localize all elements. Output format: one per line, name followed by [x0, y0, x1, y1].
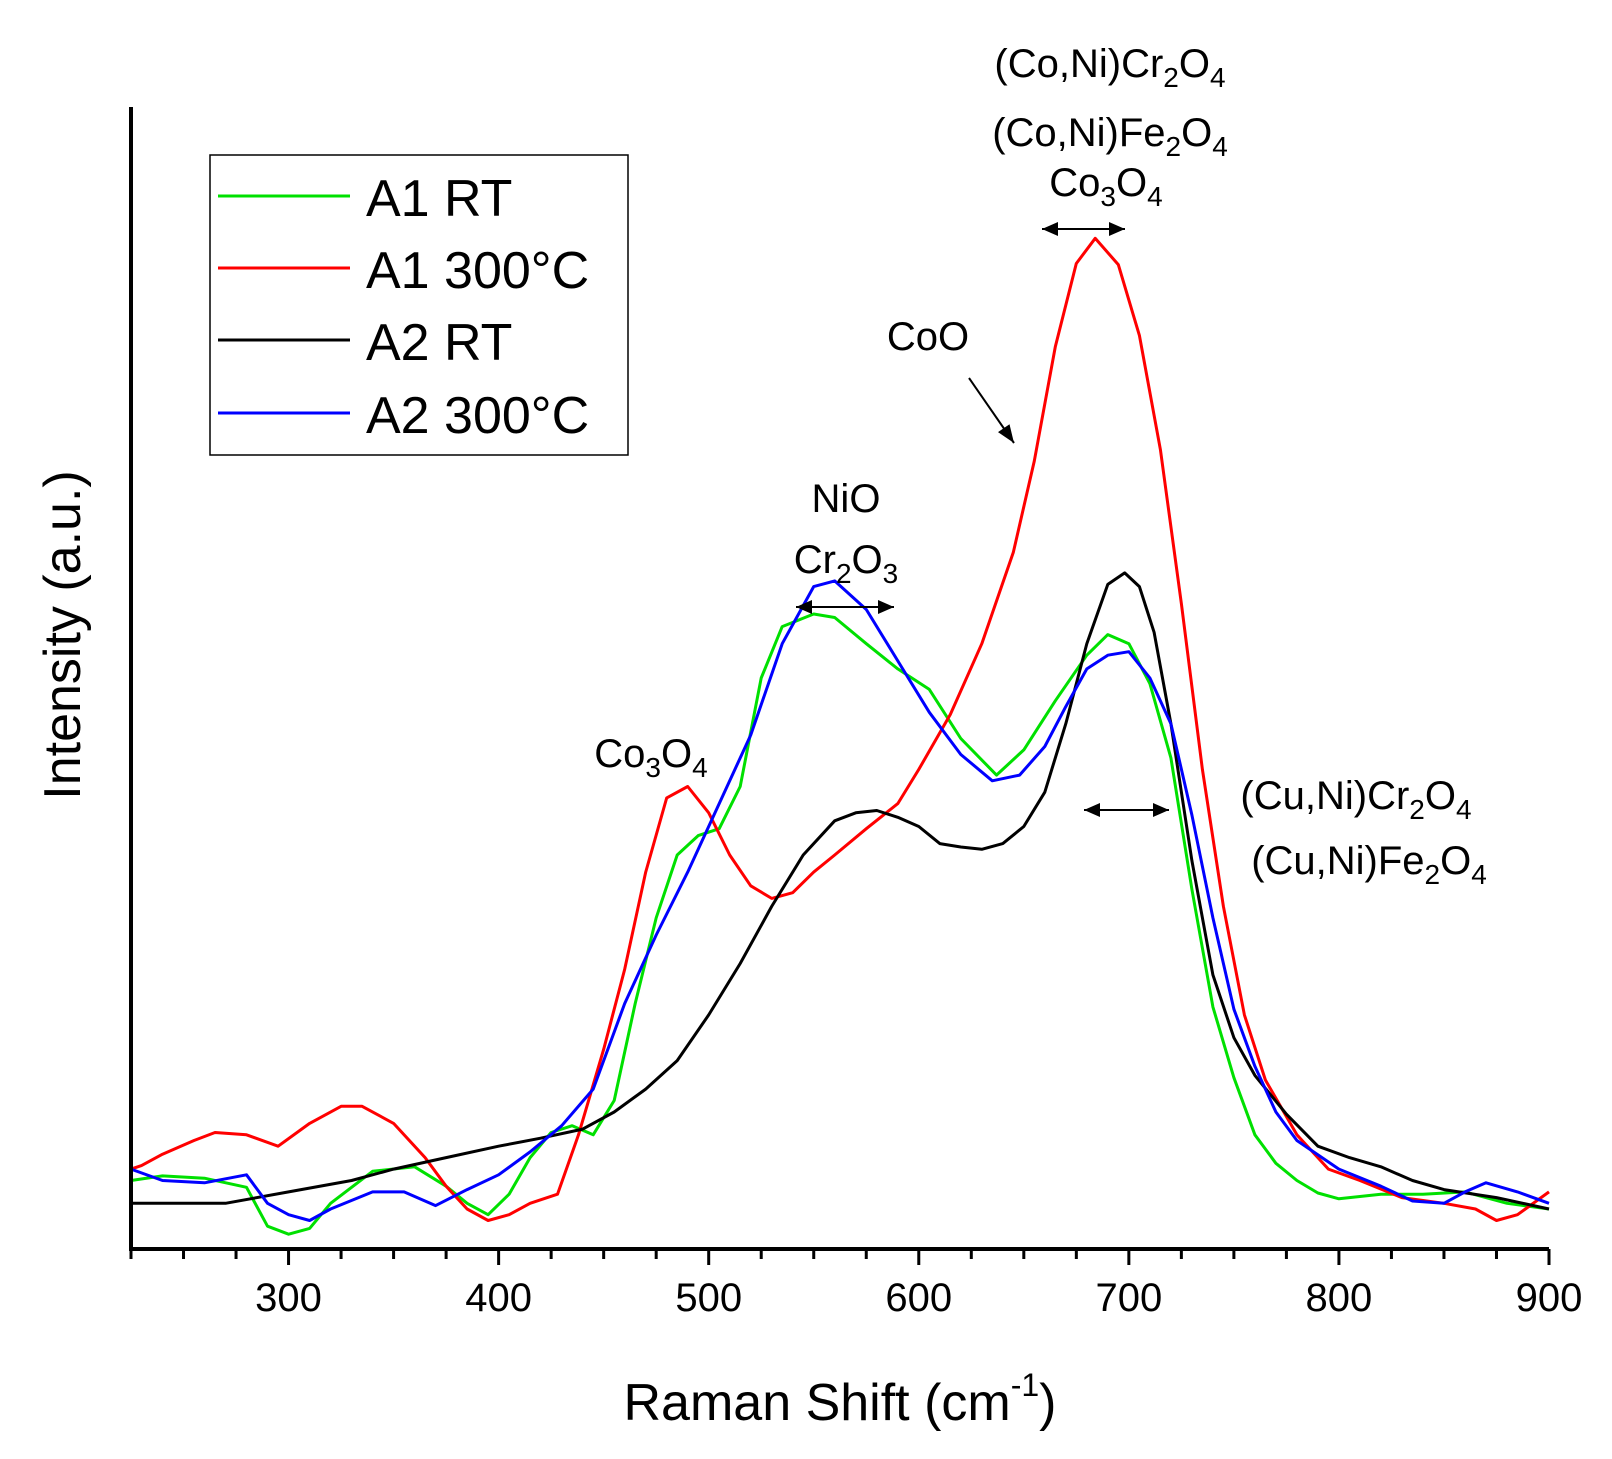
y-axis-title: Intensity (a.u.) — [34, 470, 92, 799]
annotation-line-co3o4-left: Co3O4 — [594, 732, 707, 783]
x-tick-label: 400 — [465, 1276, 532, 1320]
double-arrow-spinel-cu-ni-head-left — [1084, 803, 1100, 817]
annotation-nio-cr2o3: NiO Cr2O3 — [794, 477, 899, 608]
x-ticks: 300 400 500 600 700 800 900 — [129, 1249, 1583, 1320]
legend-label-a2-300: A2 300°C — [366, 387, 589, 445]
x-axis-title: Raman Shift (cm-1) — [624, 1367, 1057, 1432]
series-line-3 — [130, 579, 1550, 1222]
annotation-line-coo: CoO — [887, 315, 969, 359]
legend-label-a1-300: A1 300°C — [366, 242, 589, 300]
double-arrow-spinel-cu-ni-head-right — [1153, 803, 1169, 817]
x-tick-label: 800 — [1306, 1276, 1373, 1320]
x-tick-label: 300 — [255, 1276, 322, 1320]
annotation-spinel-cu-ni: (Cu,Ni)Cr2O4 (Cu,Ni)Fe2O4 — [1084, 774, 1487, 890]
legend-label-a1-rt: A1 RT — [366, 170, 512, 228]
annotation-coo: CoO — [887, 315, 1015, 444]
annotation-spinel-co-ni: (Co,Ni)Cr2O4 (Co,Ni)Fe2O4 Co3O4 — [992, 42, 1228, 230]
double-arrow-nio-cr2o3-head-right — [878, 600, 894, 614]
annotation-co3o4-left: Co3O4 — [594, 732, 707, 783]
series-layer — [130, 236, 1550, 1236]
annotation-line-co-ni-fe: (Co,Ni)Fe2O4 — [992, 111, 1228, 162]
series-line-2 — [131, 571, 1550, 1211]
legend-label-a2-rt: A2 RT — [366, 314, 512, 372]
double-arrow-spinel-co-ni-head-left — [1042, 222, 1058, 236]
annotation-line-cr2o3: Cr2O3 — [794, 538, 899, 589]
legend-box — [209, 154, 629, 456]
legend: A1 RT A1 300°C A2 RT A2 300°C — [209, 154, 629, 456]
annotation-line-co-ni-cr: (Co,Ni)Cr2O4 — [994, 42, 1225, 93]
double-arrow-spinel-co-ni-head-right — [1109, 222, 1125, 236]
x-tick-label: 900 — [1516, 1276, 1583, 1320]
x-tick-label: 700 — [1095, 1276, 1162, 1320]
annotation-line-cu-ni-cr: (Cu,Ni)Cr2O4 — [1240, 774, 1471, 825]
annotation-line-co3o4-top: Co3O4 — [1049, 161, 1162, 212]
annotation-line-nio: NiO — [812, 477, 881, 521]
double-arrow-nio-cr2o3-head-left — [796, 600, 812, 614]
arrow-coo-head — [997, 424, 1014, 443]
x-tick-label: 600 — [885, 1276, 952, 1320]
annotation-line-cu-ni-fe: (Cu,Ni)Fe2O4 — [1251, 839, 1487, 890]
series-line-0 — [130, 612, 1550, 1236]
x-tick-label: 500 — [675, 1276, 742, 1320]
series-line-1 — [130, 236, 1550, 1222]
